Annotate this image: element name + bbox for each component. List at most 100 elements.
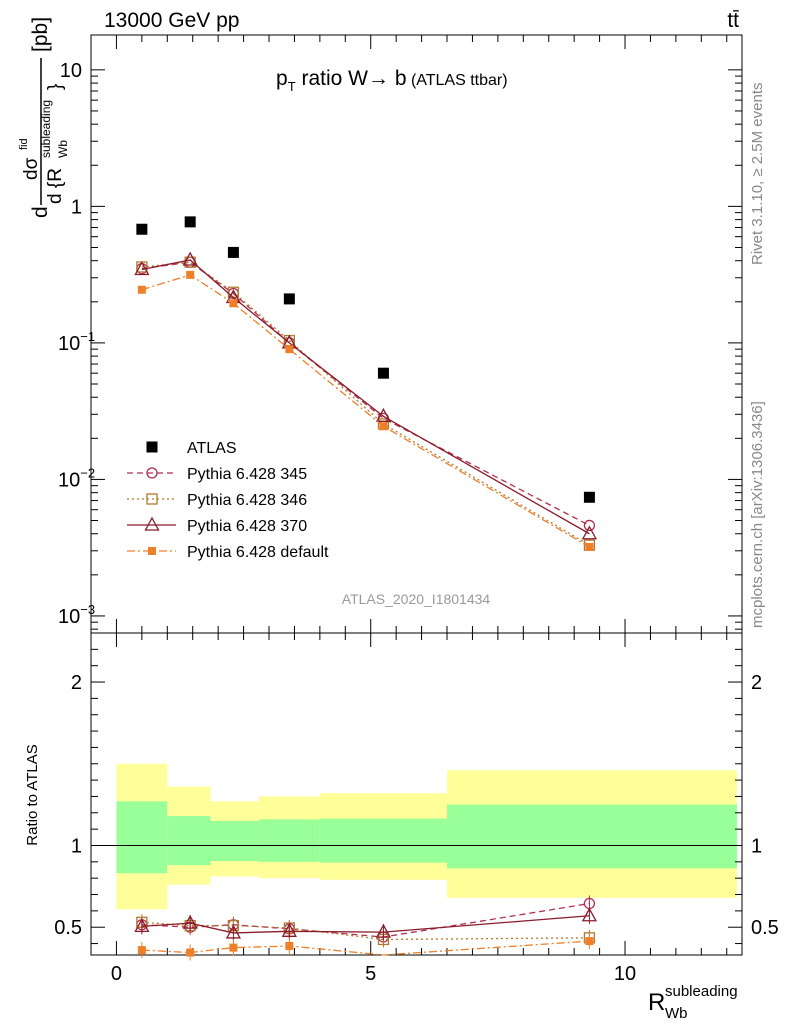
data-point: [136, 223, 148, 235]
ratio-panel-frame: [90, 632, 743, 956]
svg-text:}: }: [45, 84, 66, 90]
legend-marker: [146, 467, 158, 479]
main-y-tick-label: 10−1: [58, 329, 95, 355]
ratio-data-point: [182, 914, 198, 929]
ratio-series-line: [141, 915, 590, 934]
ratio-y-tick-label-right: 1: [751, 835, 762, 857]
data-point: [285, 345, 294, 354]
legend-entry: ATLAS: [146, 440, 237, 457]
energy-label: 13000 GeV pp: [104, 9, 239, 32]
ratio-axes: 0.5 0.5 1 1 2 2 0 5 10: [54, 633, 779, 985]
main-series: [134, 216, 598, 551]
green-band-3: [258, 819, 320, 862]
ratio-series: [134, 895, 598, 961]
series-line: [141, 261, 590, 546]
ratio-series-pythia-6.428-default: [137, 933, 594, 961]
main-title: pT ratio W→ b (ATLAS ttbar): [276, 67, 508, 94]
ratio-series-line: [141, 921, 590, 941]
green-band-0: [116, 801, 168, 874]
svg-text:fid: fid: [18, 138, 30, 150]
green-band-4: [319, 818, 448, 863]
analysis-id: ATLAS_2020_I1801434: [342, 591, 491, 607]
data-point: [182, 251, 198, 266]
ratio-series-line: [141, 902, 590, 938]
data-point: [375, 407, 392, 422]
legend-label: Pythia 6.428 346: [187, 492, 307, 509]
ratio-data-point: [581, 907, 598, 922]
green-band-2: [210, 820, 259, 862]
legend-entry: Pythia 6.428 346: [127, 492, 307, 509]
x-axis-label: R subleading Wb: [648, 983, 738, 1022]
data-point: [283, 293, 295, 305]
ratio-data-point: [225, 924, 241, 939]
svg-text:[pb]: [pb]: [29, 17, 52, 52]
series-pythia-6.428-default: [137, 270, 594, 551]
ratio-y-axis-label: Ratio to ATLAS: [24, 744, 41, 845]
ratio-y-tick-label: 0.5: [54, 917, 82, 939]
ratio-y-tick-label-right: 2: [751, 672, 762, 694]
data-point: [583, 491, 595, 503]
data-point: [583, 519, 596, 532]
data-point: [186, 270, 195, 279]
series-line: [141, 274, 590, 548]
legend-entry: Pythia 6.428 345: [127, 466, 307, 483]
legend-label: Pythia 6.428 370: [187, 518, 307, 535]
ratio-y-tick-label: 1: [71, 835, 82, 857]
data-point: [585, 542, 594, 551]
data-point: [134, 261, 150, 276]
svg-text:subleading: subleading: [665, 983, 738, 1000]
series-atlas: [136, 216, 595, 503]
svg-text:d: d: [29, 206, 52, 218]
ratio-data-point: [137, 946, 146, 955]
series-pythia-6.428-370: [134, 251, 598, 540]
ratio-y-tick-label: 2: [71, 672, 82, 694]
mcplots-label: mcplots.cern.ch [arXiv:1306.3436]: [749, 401, 766, 628]
legend-marker: [144, 516, 160, 531]
svg-text:Wb: Wb: [56, 140, 70, 158]
svg-text:d {R: d {R: [45, 168, 66, 204]
main-panel-frame: [90, 34, 743, 634]
ratio-data-point: [585, 937, 594, 946]
data-point: [379, 422, 388, 431]
data-point: [227, 246, 239, 258]
svg-text:subleading: subleading: [39, 100, 53, 158]
ratio-data-point: [134, 918, 150, 933]
x-tick-label: 0: [111, 963, 122, 985]
legend-label: Pythia 6.428 345: [187, 466, 307, 483]
x-tick-label: 5: [365, 963, 376, 985]
main-y-tick-label: 10: [60, 60, 82, 82]
data-point: [137, 285, 146, 294]
main-axes: 10 1 10−1 10−2 10−3: [58, 35, 742, 633]
ratio-data-point: [186, 948, 195, 957]
ratio-series-line: [141, 940, 590, 956]
svg-text:Wb: Wb: [665, 1005, 688, 1022]
ratio-data-point: [285, 942, 294, 951]
main-y-tick-label: 10−3: [58, 602, 95, 628]
legend: ATLAS Pythia 6.428 345 Pythia 6.428 346 Pyt…: [127, 440, 329, 561]
process-label: tt̄: [727, 9, 739, 32]
data-point: [184, 216, 196, 228]
svg-text:dσ: dσ: [21, 157, 42, 180]
ratio-data-point: [281, 922, 297, 937]
ratio-bands: [91, 763, 742, 910]
ratio-data-point: [229, 943, 238, 952]
x-tick-label: 10: [614, 963, 636, 985]
legend-label: ATLAS: [187, 440, 237, 457]
legend-marker: [146, 441, 158, 453]
green-band-5: [447, 804, 737, 869]
data-point: [377, 367, 389, 379]
main-y-axis-label: d dσ fid d {R subleading Wb } [pb]: [18, 17, 70, 218]
legend-marker: [146, 493, 158, 505]
svg-text:R: R: [648, 989, 665, 1016]
legend-entry: Pythia 6.428 370: [127, 516, 307, 535]
ratio-series-pythia-6.428-370: [134, 907, 598, 941]
rivet-version-label: Rivet 3.1.10, ≥ 2.5M events: [749, 83, 766, 266]
series-line: [141, 259, 590, 535]
legend-label: Pythia 6.428 default: [187, 544, 329, 561]
main-y-tick-label: 1: [71, 196, 82, 218]
main-y-tick-label: 10−2: [58, 465, 95, 491]
green-band-1: [167, 816, 211, 866]
legend-marker: [148, 547, 156, 555]
ratio-y-tick-label-right: 0.5: [751, 917, 779, 939]
